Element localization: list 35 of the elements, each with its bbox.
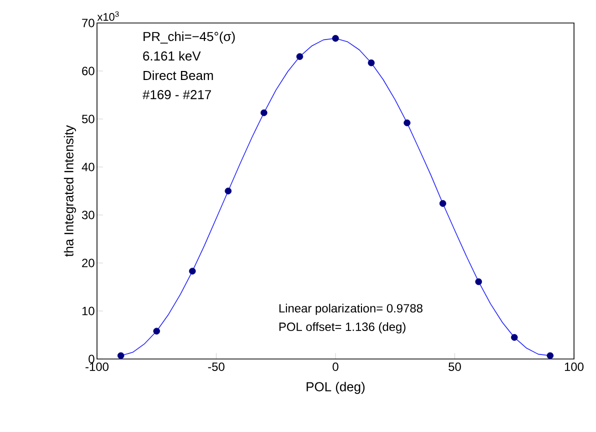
point xyxy=(546,352,554,360)
y-axis-title: tha Integrated Intensity xyxy=(64,125,76,257)
annotation: PR_chi=−45°(σ) xyxy=(144,32,235,44)
text: x10$^{3}$ xyxy=(97,11,119,21)
annotation: Direct Beam xyxy=(144,70,213,80)
point xyxy=(153,328,160,335)
x-tick-label: 0 xyxy=(332,362,338,371)
point xyxy=(189,268,196,275)
y-tick-label: 10 xyxy=(82,306,94,316)
point xyxy=(475,278,482,286)
x-tick-label: -50 xyxy=(208,362,224,371)
x-tick-label: -100 xyxy=(86,362,108,371)
point xyxy=(224,188,232,194)
point xyxy=(510,334,518,341)
x-tick-label: 50 xyxy=(448,362,461,371)
point xyxy=(404,119,410,126)
annotation: 6.161 keV xyxy=(143,51,201,61)
point xyxy=(260,109,268,116)
y-tick-label: 60 xyxy=(82,66,94,76)
point xyxy=(439,200,446,207)
annotation: POL offset= 1.136 (deg) xyxy=(279,322,406,334)
point xyxy=(296,53,304,60)
y-tick-label: 70 xyxy=(82,18,94,28)
annotation: #169 - #217 xyxy=(142,90,211,100)
y-tick-label: 20 xyxy=(82,258,94,268)
y-tick-label: 0 xyxy=(88,354,94,364)
annotation: Linear polarization= 0.9788 xyxy=(279,304,422,315)
x-tick-label: 100 xyxy=(564,362,584,371)
x-axis-title: POL (deg) xyxy=(306,382,365,394)
point xyxy=(368,59,375,66)
y-tick-label: 50 xyxy=(82,114,94,124)
y-tick-label: 40 xyxy=(82,162,94,172)
point xyxy=(332,34,339,42)
point xyxy=(117,352,124,360)
y-tick-label: 30 xyxy=(82,210,94,220)
